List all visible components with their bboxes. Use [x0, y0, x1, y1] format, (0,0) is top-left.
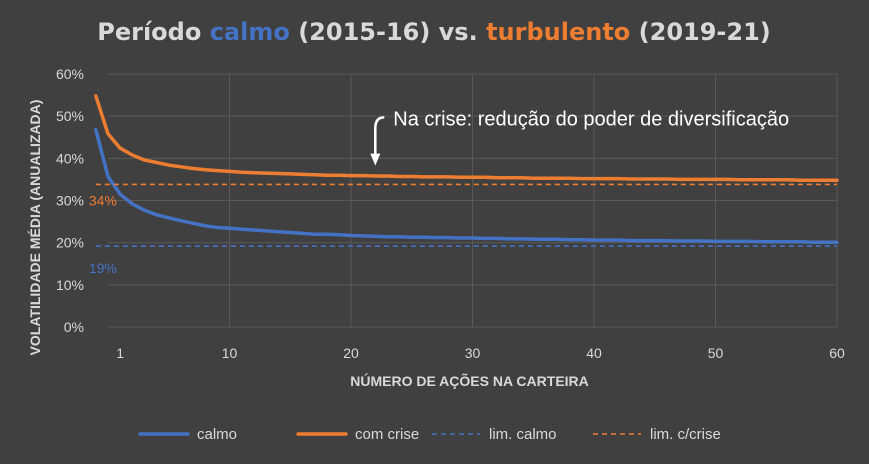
x-tick-label: 10	[222, 345, 238, 361]
legend-label: calmo	[197, 426, 237, 443]
legend-label: lim. calmo	[489, 426, 557, 443]
y-tick-label: 20%	[56, 235, 84, 251]
series-line-com-crise	[94, 94, 839, 183]
y-tick-label: 0%	[64, 319, 84, 335]
y-tick-label: 10%	[56, 277, 84, 293]
y-tick-label: 30%	[56, 193, 84, 209]
axis-layer: 0% 10% 20% 30% 40% 50% 60% 1 10 20 30 40 50 60 NÚMERO …	[27, 66, 845, 389]
series-line-calmo	[94, 127, 839, 244]
title-part-0: Período	[97, 18, 209, 46]
legend-item: com crise	[296, 426, 419, 443]
x-tick-label: 20	[343, 345, 359, 361]
grid-layer	[108, 73, 838, 328]
x-tick-label: 40	[586, 345, 602, 361]
x-axis-title: NÚMERO DE AÇÕES NA CARTEIRA	[350, 372, 589, 389]
x-tick-label: 30	[465, 345, 481, 361]
chart-title: Período calmo (2015-16) vs. turbulento (…	[97, 18, 771, 46]
reference-label: 19%	[89, 260, 117, 276]
title-part-3: turbulento	[486, 18, 630, 46]
legend-label: com crise	[355, 426, 419, 443]
annotation-arrow	[374, 116, 385, 155]
legend-item: lim. c/crise	[593, 426, 721, 443]
legend-item: lim. calmo	[432, 426, 557, 443]
annotation-layer: Na crise: redução do poder de diversific…	[370, 108, 789, 166]
y-tick-label: 50%	[56, 108, 84, 124]
x-tick-label: 60	[829, 345, 845, 361]
annotation-text: Na crise: redução do poder de diversific…	[393, 108, 789, 130]
title-part-2: (2015-16) vs.	[290, 18, 486, 46]
title-part-1: calmo	[210, 18, 290, 46]
legend-item: calmo	[138, 426, 237, 443]
y-tick-label: 40%	[56, 150, 84, 166]
legend: calmo com crise lim. calmo lim. c/crise	[138, 426, 721, 443]
y-axis-title: VOLATILIDADE MÉDIA (ANUALIZADA)	[27, 100, 43, 356]
legend-label: lim. c/crise	[650, 426, 721, 443]
y-tick-label: 60%	[56, 66, 84, 82]
x-tick-label: 50	[708, 345, 724, 361]
reference-label: 34%	[89, 192, 117, 208]
series-layer: 19% 34%	[89, 94, 839, 276]
title-part-4: (2019-21)	[630, 18, 770, 46]
annotation-arrowhead	[370, 153, 381, 166]
x-tick-label: 1	[116, 345, 124, 361]
